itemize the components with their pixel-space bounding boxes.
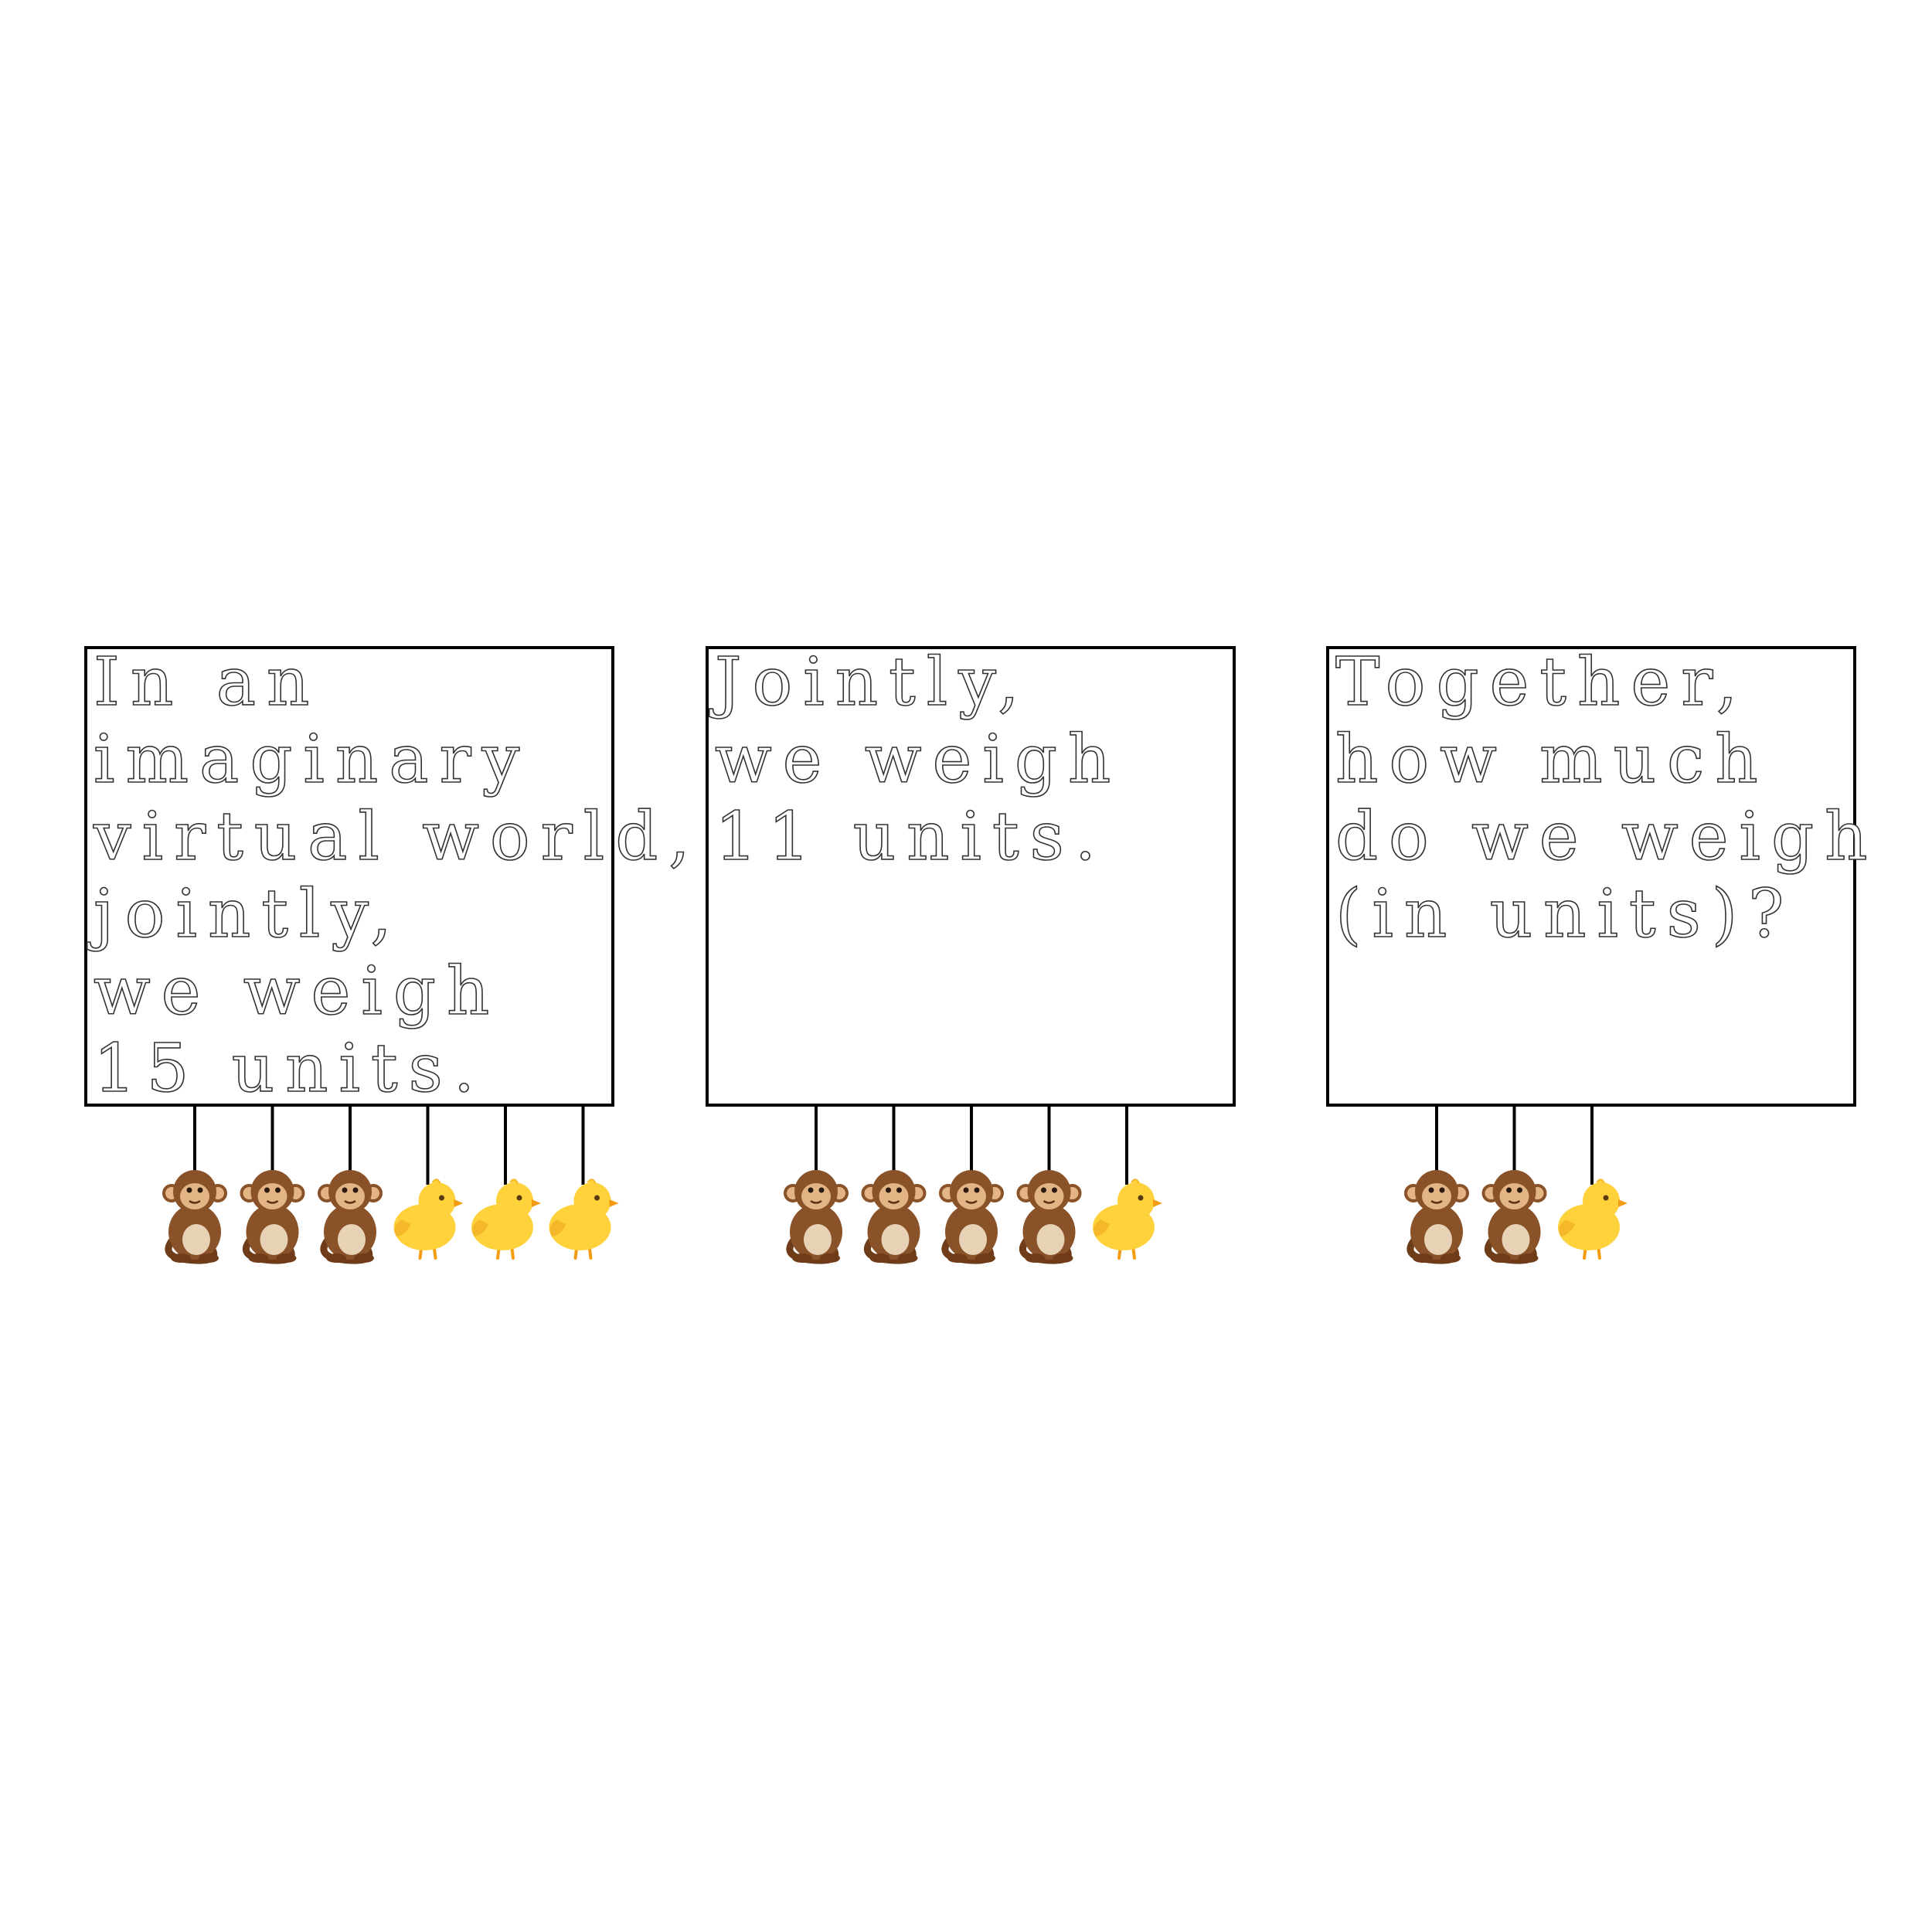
panel-text-line: we weigh (94, 953, 500, 1030)
chick-icon (470, 1178, 543, 1260)
chick-icon (1091, 1178, 1164, 1260)
panel-text-line: we weigh (715, 721, 1121, 798)
monkey-icon (1406, 1170, 1468, 1263)
panel-text-line: do we weigh (1335, 798, 1878, 876)
panel-text-line: (in units)? (1335, 876, 1794, 953)
panel-text-line: jointly, (87, 876, 403, 953)
panel-text-line: 15 units. (94, 1030, 485, 1107)
monkey-icon (319, 1170, 381, 1263)
chick-icon (1556, 1178, 1629, 1260)
panel-box (706, 646, 1236, 1107)
chick-icon (392, 1178, 465, 1260)
panel-box (1326, 646, 1856, 1107)
monkey-icon (242, 1170, 304, 1263)
panel-text-line: imaginary (94, 721, 530, 798)
monkey-icon (1019, 1170, 1080, 1263)
panel-box (84, 646, 614, 1107)
chick-icon (547, 1178, 621, 1260)
monkey-icon (164, 1170, 226, 1263)
monkey-icon (1484, 1170, 1546, 1263)
panel-text-line: how much (1335, 721, 1769, 798)
panel-text-line: virtual world, (93, 798, 701, 876)
monkey-icon (785, 1170, 847, 1263)
panel-text-line: 11 units. (715, 798, 1107, 876)
monkey-icon (940, 1170, 1002, 1263)
panel-text-line: Together, (1335, 644, 1748, 721)
panel-text-line: Jointly, (709, 644, 1030, 721)
monkey-icon (863, 1170, 925, 1263)
panel-text-line: In an (94, 644, 320, 721)
